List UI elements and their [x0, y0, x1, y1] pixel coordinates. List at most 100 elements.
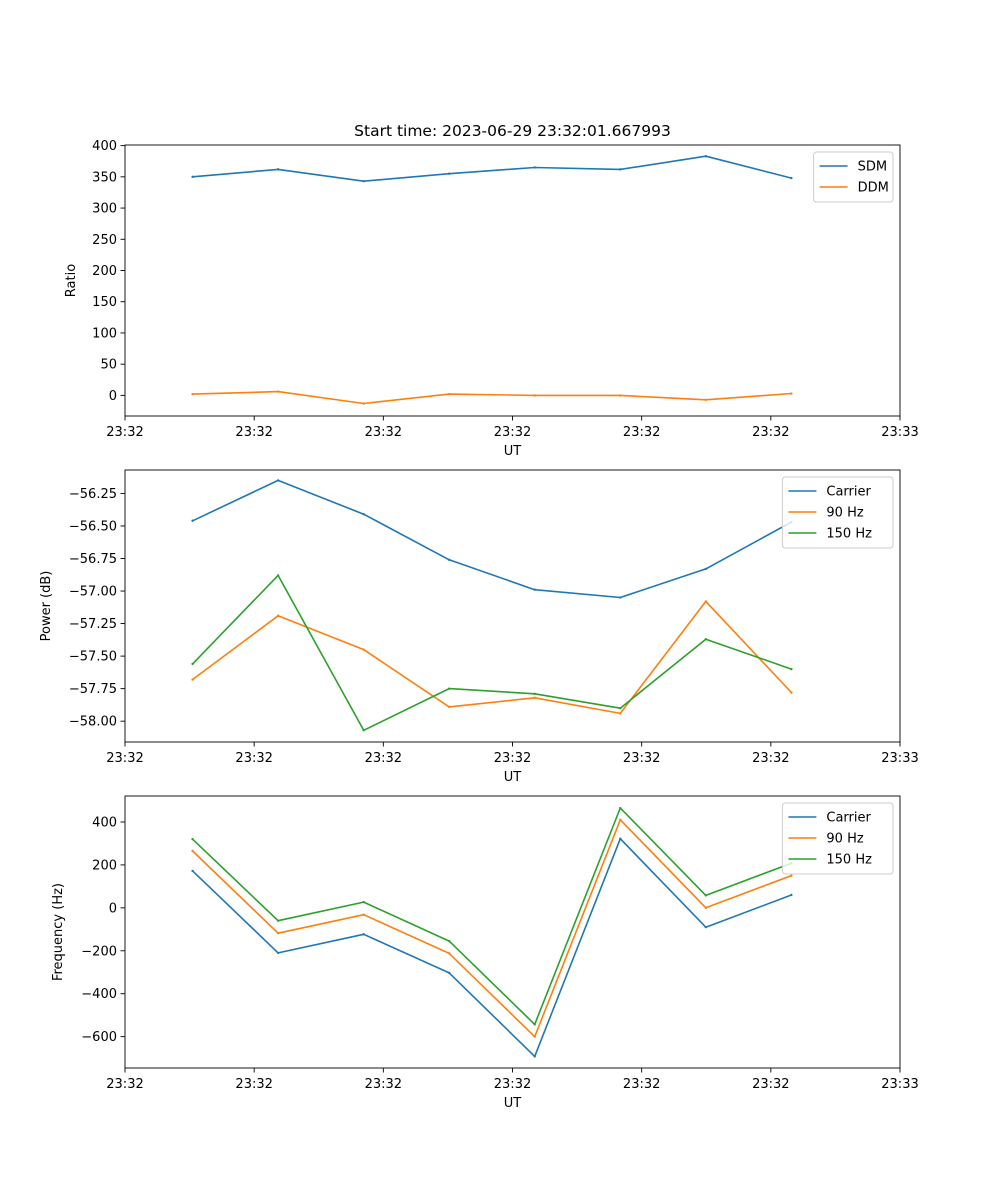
chart-panel-1: 23:32 23:32 23:32 23:32 23:32 23:32 23:33 UT 0 50…: [64, 139, 919, 459]
data-point: [362, 648, 365, 651]
plot-frame: [124, 144, 901, 417]
x-tick-label: 23:32: [106, 751, 143, 766]
data-point: [533, 588, 536, 591]
y-tick-label: 150: [92, 295, 117, 310]
x-tick-label: 23:32: [494, 425, 531, 440]
data-point: [704, 600, 708, 603]
x-axis-label: UT: [504, 1096, 522, 1111]
data-point: [191, 392, 194, 396]
y-tick-label: −58.00: [69, 715, 117, 730]
data-point: [704, 925, 708, 929]
data-point: [276, 919, 280, 922]
data-point: [362, 513, 365, 516]
y-tick-label: 0: [109, 389, 117, 404]
data-point: [619, 168, 622, 171]
series-line-90-hz: [192, 818, 792, 1038]
y-tick-label: −400: [81, 987, 117, 1002]
data-point: [619, 806, 622, 810]
x-axis-label: UT: [504, 444, 522, 459]
data-point: [619, 596, 622, 599]
y-axis-label: Ratio: [64, 264, 79, 297]
figure-title: Start time: 2023-06-29 23:32:01.667993: [354, 122, 671, 140]
x-axis-label: UT: [504, 770, 522, 785]
x-tick-label: 23:32: [235, 751, 272, 766]
data-point: [191, 519, 194, 522]
series-line-150-hz: [192, 807, 792, 1026]
y-tick-label: −56.25: [69, 487, 117, 502]
x-tick-label: 23:32: [494, 1077, 531, 1092]
data-point: [191, 678, 194, 681]
x-tick-label: 23:32: [623, 425, 660, 440]
data-point: [362, 933, 365, 936]
y-tick-label: 200: [92, 264, 117, 279]
data-point: [704, 894, 708, 897]
x-tick-label: 23:32: [235, 425, 272, 440]
data-point: [790, 893, 793, 897]
data-point: [533, 1023, 536, 1026]
y-tick-label: −57.50: [69, 650, 117, 665]
x-tick-label: 23:32: [106, 1077, 143, 1092]
y-tick-label: −57.00: [69, 585, 117, 600]
legend-label: 90 Hz: [826, 832, 863, 847]
data-point: [704, 155, 708, 158]
y-axis-label: Power (dB): [39, 571, 54, 642]
data-point: [619, 712, 622, 715]
panels: 23:32 23:32 23:32 23:32 23:32 23:32 23:33 UT 0 50…: [39, 139, 919, 1111]
data-point: [447, 939, 451, 943]
y-tick-label: −200: [81, 944, 117, 959]
y-tick-label: −57.75: [69, 682, 117, 697]
legend-label: 150 Hz: [826, 527, 872, 542]
y-axis-label: Frequency (Hz): [51, 883, 66, 981]
data-point: [362, 180, 365, 183]
data-point: [276, 390, 280, 393]
data-point: [191, 662, 194, 666]
data-point: [704, 567, 708, 571]
y-tick-label: 200: [92, 858, 117, 873]
data-point: [533, 692, 536, 696]
data-point: [619, 394, 622, 397]
chart-panel-3: 23:32 23:32 23:32 23:32 23:32 23:32 23:33 UT −60…: [51, 795, 919, 1111]
data-point: [447, 392, 451, 396]
legend-label: SDM: [858, 160, 887, 175]
x-tick-label: 23:33: [881, 751, 918, 766]
data-point: [704, 398, 708, 401]
data-point: [704, 906, 708, 910]
y-tick-label: −56.75: [69, 552, 117, 567]
y-tick-label: 50: [100, 358, 117, 373]
data-point: [191, 175, 194, 179]
legend: SDM DDM: [813, 151, 894, 203]
data-point: [276, 168, 280, 171]
legend-box: [813, 151, 894, 203]
legend-label: 150 Hz: [826, 853, 872, 868]
data-point: [704, 637, 708, 641]
series-line-90-hz: [192, 600, 792, 715]
data-point: [790, 176, 793, 180]
legend-box: [781, 802, 894, 875]
series-line-carrier: [192, 837, 792, 1058]
x-tick-label: 23:32: [752, 1077, 789, 1092]
series-line-sdm: [192, 155, 792, 182]
data-point: [276, 951, 280, 955]
legend-box: [781, 476, 894, 549]
legend: Carrier 90 Hz 150 Hz: [781, 476, 894, 549]
y-tick-label: 0: [109, 901, 117, 916]
x-tick-label: 23:32: [365, 425, 402, 440]
data-point: [447, 558, 451, 561]
data-point: [790, 667, 793, 671]
legend-label: DDM: [858, 181, 889, 196]
y-tick-label: 400: [92, 815, 117, 830]
data-point: [790, 874, 793, 877]
data-point: [276, 614, 280, 617]
x-tick-label: 23:32: [235, 1077, 272, 1092]
y-tick-label: −57.25: [69, 617, 117, 632]
legend-label: Carrier: [826, 485, 871, 500]
data-point: [619, 837, 622, 840]
x-tick-label: 23:32: [106, 425, 143, 440]
data-point: [276, 574, 280, 577]
data-point: [191, 837, 194, 841]
y-tick-label: −600: [81, 1030, 117, 1045]
data-point: [362, 729, 365, 732]
y-tick-label: 400: [92, 139, 117, 154]
data-point: [790, 392, 793, 395]
